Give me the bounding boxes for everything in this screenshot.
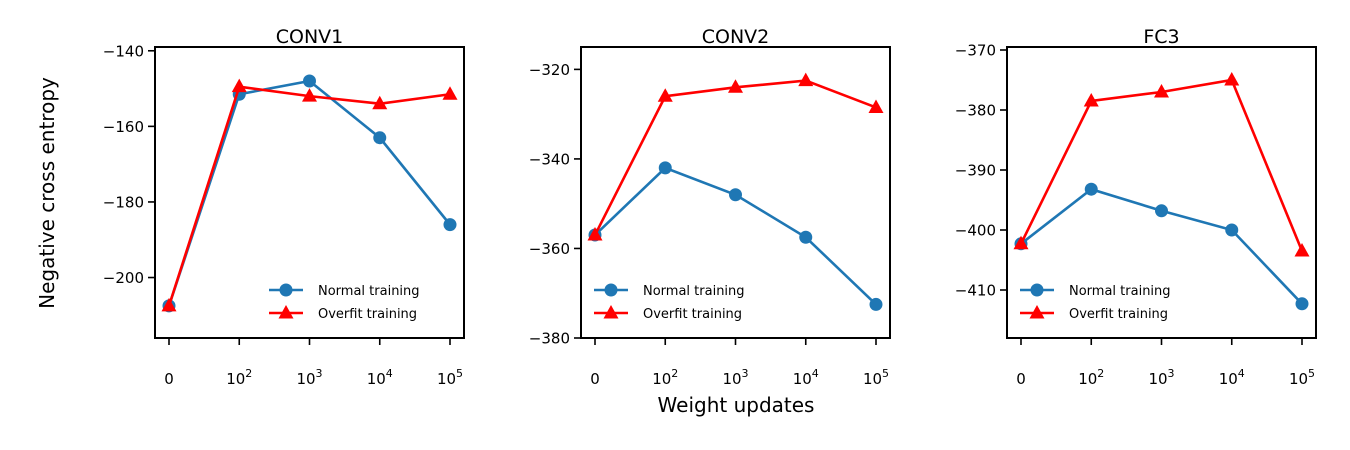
data-point-overfit xyxy=(1083,93,1099,107)
data-point-overfit xyxy=(231,78,247,93)
x-tick-label: 103 xyxy=(1148,367,1174,388)
chart-title: CONV2 xyxy=(702,26,770,48)
data-point-normal xyxy=(869,297,883,311)
data-point-overfit xyxy=(798,72,814,87)
data-point-overfit xyxy=(1154,84,1169,98)
legend-marker xyxy=(1030,283,1044,297)
x-tick-label: 0 xyxy=(164,370,174,388)
y-axis-label: Negative cross entropy xyxy=(35,77,59,309)
data-point-normal xyxy=(1295,297,1309,311)
legend-label: Overfit training xyxy=(1069,307,1168,322)
x-tick-label: 0 xyxy=(1016,370,1026,388)
x-tick-label: 103 xyxy=(722,367,748,388)
legend-marker xyxy=(1029,305,1045,319)
legend-marker xyxy=(603,305,619,319)
x-tick-label: 104 xyxy=(1219,367,1245,388)
x-tick-label: 105 xyxy=(437,367,463,388)
y-tick-label: −180 xyxy=(103,193,144,211)
y-tick-label: −200 xyxy=(103,269,144,287)
data-point-overfit xyxy=(868,99,884,113)
x-axis-label: Weight updates xyxy=(658,393,815,417)
x-tick-label: 103 xyxy=(296,367,322,388)
x-tick-label: 0 xyxy=(590,370,600,388)
data-point-normal xyxy=(373,131,387,145)
series-line-overfit xyxy=(1019,78,1304,252)
x-tick-label: 104 xyxy=(793,367,819,388)
x-tick-label: 105 xyxy=(1289,367,1315,388)
legend-marker xyxy=(279,283,293,297)
chart-panel-3: FC3 −370 −380 −390 −400 −410 0 102 103 104 105 Norm… xyxy=(955,26,1317,388)
data-point-normal xyxy=(799,230,813,244)
legend-label: Normal training xyxy=(318,284,420,299)
data-point-overfit xyxy=(657,88,673,102)
y-tick-label: −410 xyxy=(955,282,996,300)
legend-marker xyxy=(604,283,618,297)
y-tick-label: −340 xyxy=(529,150,570,168)
y-tick-label: −390 xyxy=(955,162,996,180)
series-line-overfit xyxy=(167,85,451,307)
plot-frame xyxy=(154,46,465,339)
data-point-normal xyxy=(1084,182,1098,196)
data-point-normal xyxy=(1225,223,1239,237)
data-point-overfit xyxy=(1294,243,1310,257)
legend: Normal training Overfit training xyxy=(269,283,420,322)
series-line-overfit xyxy=(593,79,877,236)
data-point-overfit xyxy=(728,79,743,93)
data-point-normal xyxy=(729,188,742,202)
x-tick-label: 102 xyxy=(226,367,252,388)
chart-title: FC3 xyxy=(1143,26,1179,48)
data-point-overfit xyxy=(161,297,177,312)
plot-frame xyxy=(1006,46,1317,339)
data-point-normal xyxy=(443,218,457,232)
data-point-overfit xyxy=(587,227,603,241)
y-tick-label: −360 xyxy=(529,240,570,258)
legend-label: Normal training xyxy=(1069,284,1171,299)
data-point-normal xyxy=(658,161,672,175)
x-tick-label: 102 xyxy=(652,367,678,388)
data-point-overfit xyxy=(302,88,317,102)
y-tick-label: −380 xyxy=(529,330,570,348)
data-point-overfit xyxy=(1013,235,1029,250)
data-point-overfit xyxy=(1224,72,1240,86)
data-point-overfit xyxy=(372,95,388,110)
legend-label: Normal training xyxy=(643,284,745,299)
x-tick-label: 102 xyxy=(1078,367,1104,388)
data-point-normal xyxy=(1155,204,1168,218)
legend: Normal training Overfit training xyxy=(594,283,745,322)
chart-panel-2: CONV2 −320 −340 −360 −380 0 102 103 104 105 Normal… xyxy=(529,26,891,388)
chart-title: CONV1 xyxy=(276,26,344,48)
legend: Normal training Overfit training xyxy=(1020,283,1171,322)
data-point-normal xyxy=(303,74,316,88)
x-tick-label: 104 xyxy=(367,367,393,388)
legend-label: Overfit training xyxy=(643,307,742,322)
plot-frame xyxy=(580,46,891,339)
chart-panel-1: CONV1 −140 −160 −180 −200 0 102 103 104 105 Normal… xyxy=(103,26,465,388)
legend-marker xyxy=(278,305,294,319)
y-tick-label: −320 xyxy=(529,61,570,79)
legend-label: Overfit training xyxy=(318,307,417,322)
x-tick-label: 105 xyxy=(863,367,889,388)
y-tick-label: −400 xyxy=(955,222,996,240)
y-tick-label: −160 xyxy=(103,118,144,136)
y-tick-label: −370 xyxy=(955,42,996,60)
y-tick-label: −140 xyxy=(103,42,144,60)
series-line-normal xyxy=(167,79,452,307)
y-tick-label: −380 xyxy=(955,102,996,120)
data-point-overfit xyxy=(442,86,458,100)
